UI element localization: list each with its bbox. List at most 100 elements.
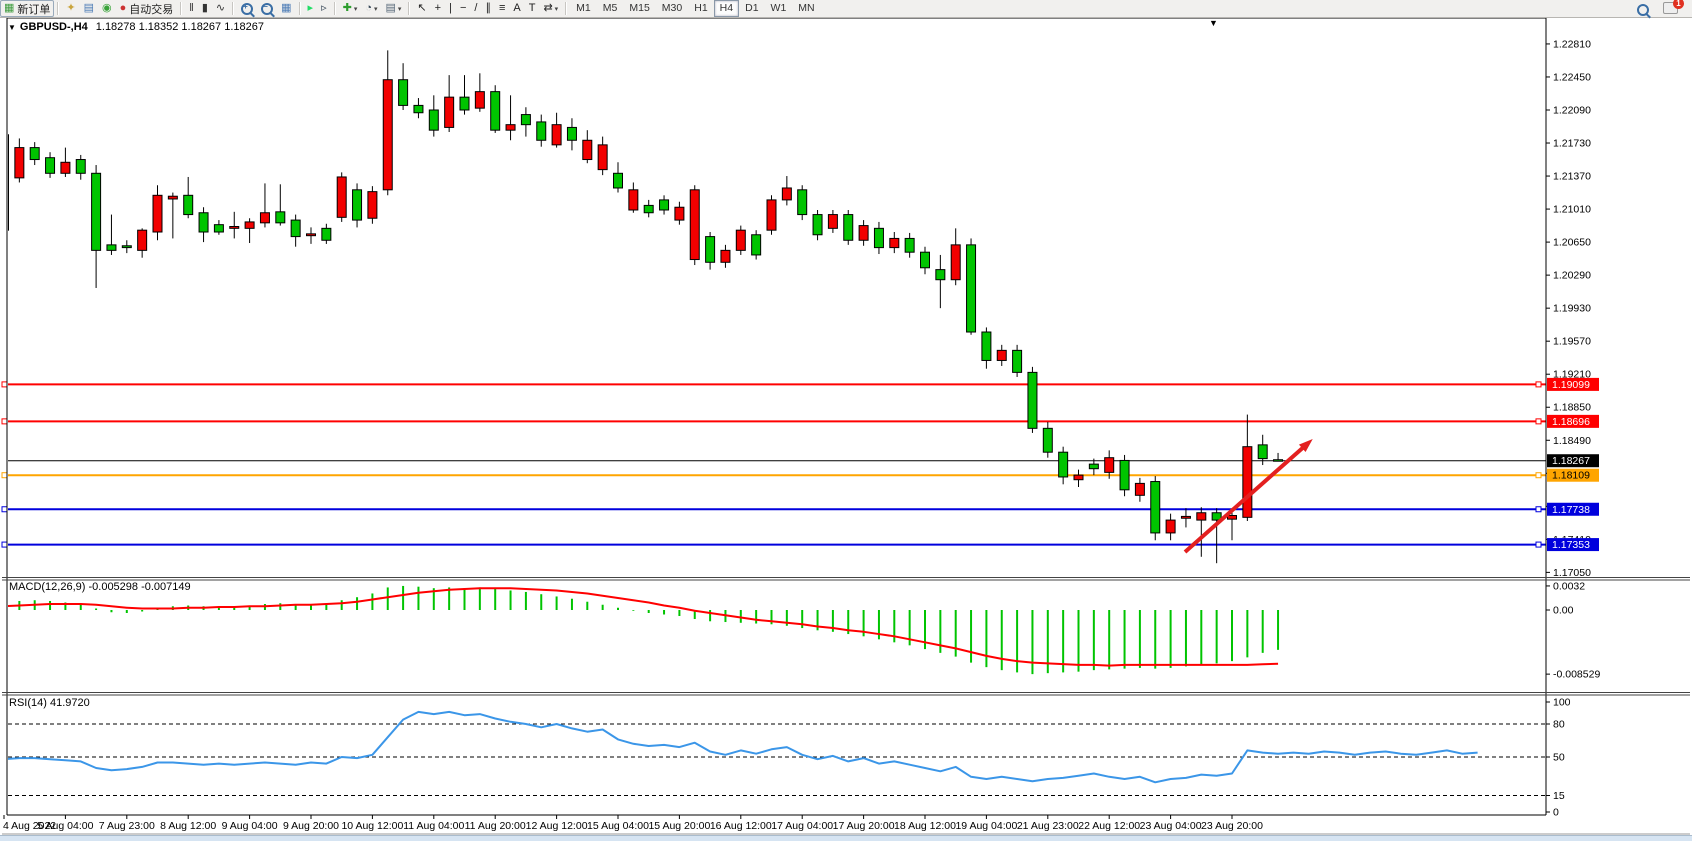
chevron-down-icon: ▾ — [353, 5, 358, 13]
notification-badge: 1 — [1673, 0, 1684, 9]
rsi-indicator-label: RSI(14) 41.9720 — [9, 697, 90, 709]
notifications-icon[interactable]: 1 — [1663, 0, 1684, 14]
macd-signal-line — [8, 587, 1279, 667]
candlestick-chart-icon[interactable]: ▮ — [198, 0, 212, 17]
rsi-name: RSI(14) — [9, 697, 47, 709]
price-tick: 1.17050 — [1553, 567, 1591, 579]
channel-icon[interactable]: ∥ — [481, 0, 495, 17]
price-tick: 1.20650 — [1553, 237, 1591, 249]
cursor-icon[interactable]: ↖ — [413, 0, 430, 17]
svg-text:1.18267: 1.18267 — [1552, 455, 1590, 467]
zoom-out-icon: − — [261, 2, 274, 15]
fibonacci-icon[interactable]: ≡ — [495, 0, 509, 17]
hline-1.19099[interactable] — [1, 381, 1546, 388]
new-order-button-label: 新订单 — [17, 3, 51, 16]
fibonacci-icon: ≡ — [498, 2, 506, 14]
time-tick: 9 Aug 04:00 — [222, 820, 278, 832]
svg-text:1.19099: 1.19099 — [1552, 379, 1590, 391]
price-badge: 1.18109 — [1547, 468, 1599, 482]
trendline-icon[interactable]: / — [470, 0, 481, 17]
arrows-icon: ⇄ — [543, 2, 553, 14]
templates-icon[interactable]: ▤ ▾ — [382, 0, 406, 17]
time-tick: 8 Aug 12:00 — [160, 820, 216, 832]
tile-windows-icon[interactable]: ▦ — [277, 0, 295, 17]
price-tick: 1.19930 — [1553, 303, 1591, 315]
macd-histogram — [18, 585, 1280, 675]
styler-icon[interactable]: ✦ — [62, 0, 79, 17]
chart-shift-icon[interactable]: ▹ — [317, 0, 331, 17]
rsi-line — [8, 710, 1478, 784]
time-tick: 7 Aug 23:00 — [99, 820, 155, 832]
price-tick: 1.18490 — [1553, 435, 1591, 447]
price-badge: 1.17353 — [1547, 538, 1599, 552]
chart-collapse-icon[interactable]: ▼ — [8, 23, 16, 32]
time-tick: 12 Aug 12:00 — [526, 820, 588, 832]
time-tick: 15 Aug 20:00 — [648, 820, 710, 832]
trend-arrow[interactable] — [1183, 439, 1313, 554]
chevron-down-icon: ▾ — [373, 5, 378, 13]
chevron-down-icon: ▾ — [554, 5, 559, 13]
signals-icon: ◉ — [102, 2, 112, 14]
hline-1.18109[interactable] — [1, 472, 1546, 479]
pane-frame — [2, 17, 1690, 815]
time-tick: 15 Aug 04:00 — [587, 820, 649, 832]
hline-1.17738[interactable] — [1, 506, 1546, 513]
zoom-in-icon[interactable]: + — [237, 0, 257, 17]
time-tick: 16 Aug 12:00 — [710, 820, 772, 832]
crosshair-icon[interactable]: + — [431, 0, 445, 17]
price-tick: 1.19570 — [1553, 336, 1591, 348]
timeframe-m5[interactable]: M5 — [602, 2, 618, 14]
bar-chart-icon[interactable]: ‖ — [185, 0, 198, 17]
rsi-tick: 80 — [1553, 719, 1565, 731]
new-order-button: ▦ — [4, 2, 15, 14]
text-icon[interactable]: A — [509, 0, 524, 17]
macd-values: -0.005298 -0.007149 — [88, 581, 191, 593]
rsi-pane — [8, 710, 1546, 796]
signals-icon[interactable]: ◉ — [98, 0, 116, 17]
toolbar: ▦ 新订单 ✦ ▤ ◉ ● 自动交易 ‖ ▮ ∿ + − ▦ ▸ ▹ ✚ ▾ ◔ ▾ ▤ ▾ ↖ + | − / ∥ ≡ A T ⇄ ▾ M1 M… — [0, 0, 1692, 18]
timeframe-h4[interactable]: H4 — [713, 0, 740, 17]
auto-trading-button[interactable]: ● 自动交易 — [116, 0, 178, 17]
svg-text:1.18696: 1.18696 — [1552, 416, 1590, 428]
rsi-value: 41.9720 — [49, 697, 90, 709]
channel-icon: ∥ — [485, 2, 491, 14]
rsi-tick: 100 — [1553, 697, 1571, 709]
auto-trading-button-label: 自动交易 — [129, 3, 174, 16]
timeframe-m15[interactable]: M15 — [629, 2, 650, 14]
label-icon[interactable]: T — [525, 0, 540, 17]
crosshair-icon: + — [434, 2, 442, 14]
timeframe-w1[interactable]: W1 — [770, 2, 787, 14]
auto-scroll-icon[interactable]: ▸ — [304, 0, 318, 17]
macd-indicator-label: MACD(12,26,9) -0.005298 -0.007149 — [9, 581, 191, 593]
timeframe-h1[interactable]: H1 — [694, 2, 708, 14]
profile-icon[interactable]: ▤ — [80, 0, 98, 17]
periods-icon: ◔ — [365, 2, 372, 14]
profile-icon: ▤ — [83, 2, 95, 14]
timeframe-m30[interactable]: M30 — [661, 2, 683, 14]
indicators-icon[interactable]: ✚ ▾ — [339, 0, 362, 17]
zoom-out-icon[interactable]: − — [257, 0, 277, 17]
chevron-down-icon: ▾ — [397, 5, 402, 13]
new-order-button[interactable]: ▦ 新订单 — [0, 0, 55, 17]
price-tick: 1.21730 — [1553, 138, 1591, 150]
price-axis: 1.22810 1.22450 1.22090 1.21730 1.21370 1.210… — [1545, 18, 1600, 819]
timeframe-d1[interactable]: D1 — [745, 2, 759, 14]
time-tick: 11 Aug 20:00 — [465, 820, 526, 832]
chart-shift-icon: ▹ — [321, 2, 327, 14]
timeframe-mn[interactable]: MN — [798, 2, 815, 14]
arrows-icon[interactable]: ⇄ ▾ — [539, 0, 562, 17]
horizontal-line-icon[interactable]: − — [456, 0, 470, 17]
periods-icon[interactable]: ◔ ▾ — [361, 0, 381, 17]
vertical-line-icon[interactable]: | — [445, 0, 456, 17]
chart-title: ▼ GBPUSD-,H4 1.18278 1.18352 1.18267 1.182… — [8, 21, 264, 33]
line-chart-icon[interactable]: ∿ — [212, 0, 229, 17]
price-tick: 1.18850 — [1553, 402, 1591, 414]
search-icon[interactable] — [1637, 3, 1649, 16]
chart-symbol: GBPUSD-,H4 — [19, 21, 88, 33]
svg-text:1.18109: 1.18109 — [1552, 470, 1590, 482]
status-strip — [0, 835, 1692, 841]
chart-end-marker-icon[interactable]: ▼ — [1209, 18, 1218, 28]
timeframe-m1[interactable]: M1 — [576, 2, 591, 14]
